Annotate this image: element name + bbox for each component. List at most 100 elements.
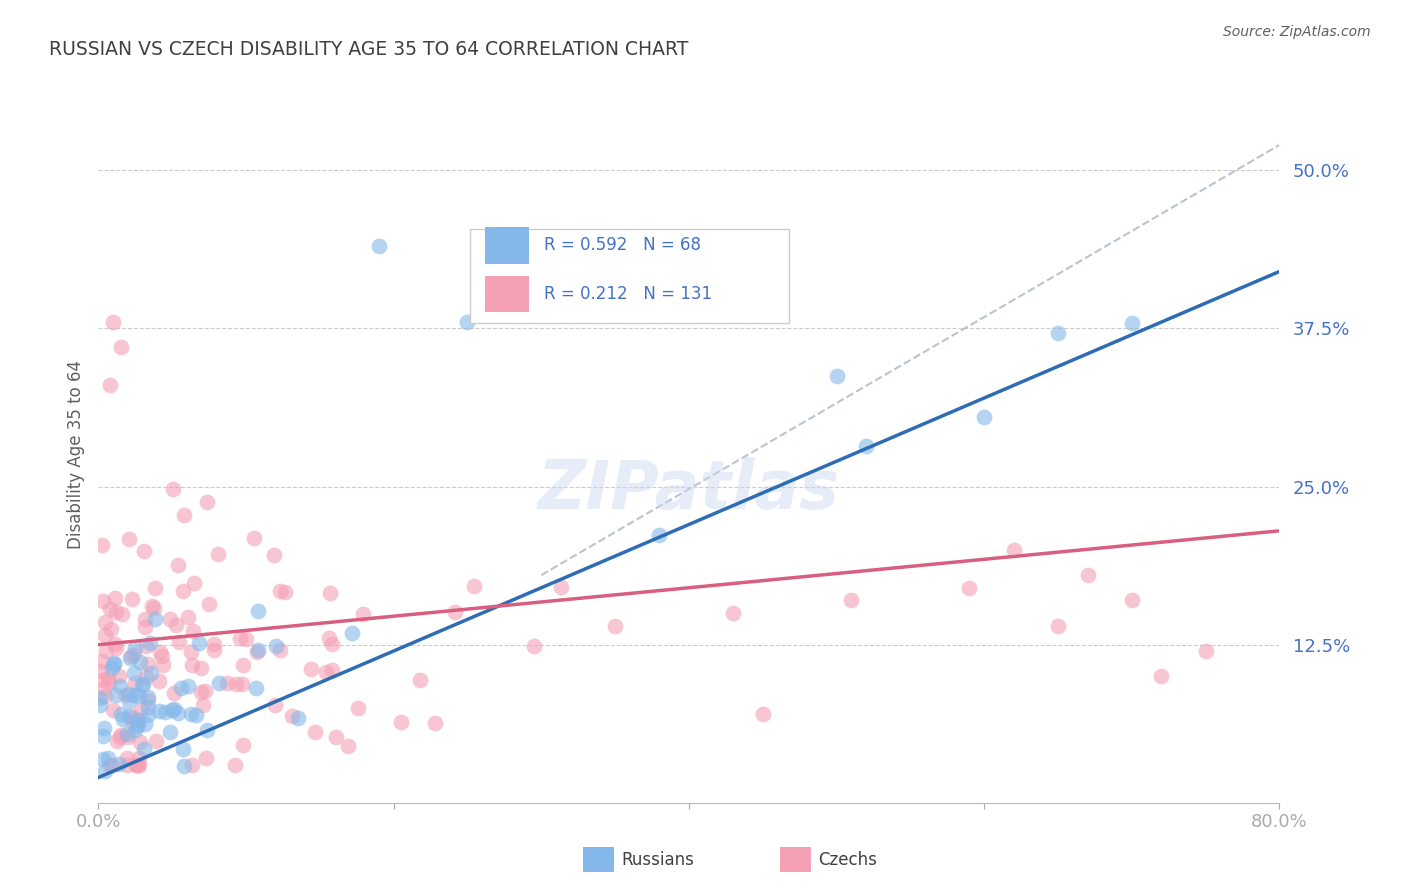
Point [167,634,190,648]
Point [231,676,253,690]
Point [190,661,212,675]
Point [264,639,287,653]
Point [136,657,159,671]
Point [264,698,287,713]
Point [181,757,204,772]
Point [752,707,775,722]
Point [368,239,391,253]
Point [190,685,212,699]
FancyBboxPatch shape [485,227,530,264]
Point [389,715,412,730]
Point [128,735,150,749]
Point [104,591,127,606]
Point [94,690,117,704]
Point [409,673,432,687]
Point [118,687,141,701]
Point [1077,568,1099,582]
Point [163,686,186,700]
Point [463,579,485,593]
Point [173,759,195,773]
Point [166,706,188,720]
Point [180,706,202,721]
Point [125,757,148,772]
Point [825,368,848,383]
Point [129,655,152,669]
Point [132,544,155,558]
Point [181,624,204,639]
Point [139,635,162,649]
Point [299,662,322,676]
Point [110,340,132,354]
Point [108,679,131,693]
Point [195,723,218,737]
Point [110,707,132,722]
Point [118,708,141,723]
Point [1121,593,1143,607]
Point [1002,542,1025,557]
Point [111,607,134,622]
Point [1046,326,1070,340]
Point [184,708,207,723]
Point [89,691,111,706]
Point [163,702,186,716]
Point [141,599,163,614]
Point [274,585,297,599]
Point [93,752,115,766]
Point [120,650,142,665]
Point [1046,618,1070,632]
Point [959,581,981,595]
Point [114,688,136,702]
Point [304,725,326,739]
Point [127,717,149,731]
Point [104,636,127,650]
Point [325,730,347,744]
Point [841,593,863,607]
Point [444,606,467,620]
Point [228,631,250,645]
Point [648,528,671,542]
Point [94,628,117,642]
Point [246,645,269,659]
Point [105,605,128,619]
Point [1121,317,1143,331]
Point [108,757,131,772]
Point [224,757,246,772]
Point [118,533,141,547]
Point [855,439,877,453]
Point [121,714,143,728]
Point [340,626,363,640]
Text: ZIPatlas: ZIPatlas [538,457,839,523]
Point [194,684,217,698]
Point [159,612,181,626]
Point [93,615,115,629]
Point [121,592,143,607]
Point [103,657,125,671]
Point [281,708,304,723]
Point [91,729,114,743]
Point [110,728,132,742]
Point [91,594,114,608]
Point [232,739,254,753]
FancyBboxPatch shape [471,229,789,323]
Point [169,681,191,696]
Point [91,673,114,687]
Point [1195,644,1218,658]
Point [89,698,111,712]
Point [198,597,221,611]
Point [131,677,153,691]
Text: RUSSIAN VS CZECH DISABILITY AGE 35 TO 64 CORRELATION CHART: RUSSIAN VS CZECH DISABILITY AGE 35 TO 64… [49,40,689,59]
Point [232,657,254,672]
Point [141,665,163,680]
Point [100,622,122,636]
Point [177,610,200,624]
Point [112,712,135,726]
Point [177,679,200,693]
Point [457,315,479,329]
Point [91,654,114,668]
Point [243,532,266,546]
Point [122,709,145,723]
Point [188,636,211,650]
Point [117,726,139,740]
Point [183,576,205,591]
Point [181,657,204,672]
